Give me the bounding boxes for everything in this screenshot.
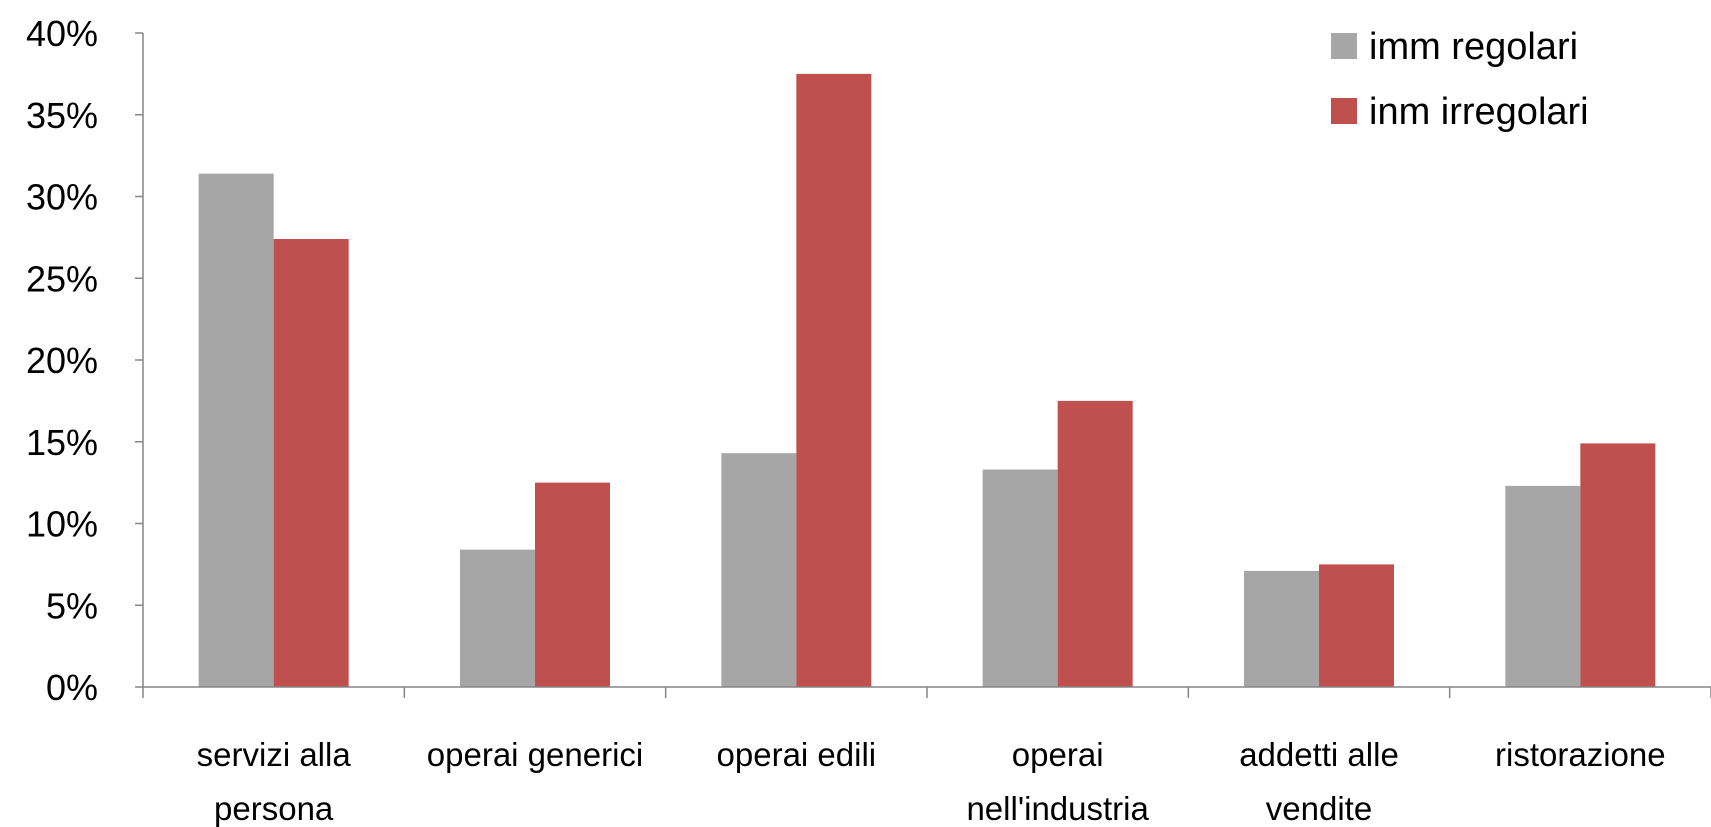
y-tick-label: 0%	[46, 667, 98, 708]
x-category-label: nell'industria	[966, 790, 1149, 827]
y-tick-label: 5%	[46, 585, 98, 626]
bar-imm-regolari-0	[198, 173, 274, 688]
bar-inm-irregolari-2	[796, 73, 872, 687]
x-category-label: operai generici	[427, 736, 643, 773]
axes-layer	[135, 32, 1711, 698]
x-category-labels: servizi alla persona operai generici operai…	[197, 736, 1666, 827]
y-tick-label: 40%	[26, 13, 98, 54]
legend-label: inm irregolari	[1369, 91, 1589, 133]
bar-inm-irregolari-5	[1580, 443, 1656, 687]
x-category-label: servizi alla	[197, 736, 352, 773]
y-tick-labels: 0% 5% 10% 15% 20% 25% 30% 35% 40%	[26, 13, 98, 708]
bar-imm-regolari-3	[982, 469, 1058, 687]
x-category-label: persona	[214, 790, 334, 827]
x-category-label: vendite	[1266, 790, 1372, 827]
x-category-label: operai edili	[717, 736, 877, 773]
legend-label: imm regolari	[1369, 26, 1578, 68]
y-tick-label: 10%	[26, 504, 98, 545]
y-tick-label: 25%	[26, 258, 98, 299]
bar-inm-irregolari-0	[273, 239, 349, 687]
y-tick-label: 35%	[26, 95, 98, 136]
bar-imm-regolari-4	[1244, 570, 1319, 687]
bar-inm-irregolari-4	[1319, 564, 1394, 687]
y-tick-label: 30%	[26, 177, 98, 218]
bar-inm-irregolari-1	[535, 482, 610, 687]
bar-imm-regolari-1	[460, 549, 535, 687]
y-tick-label: 15%	[26, 422, 98, 463]
legend-swatch	[1331, 33, 1357, 59]
bars-layer	[198, 73, 1656, 688]
legend: imm regolari inm irregolari	[1331, 26, 1589, 133]
bar-inm-irregolari-3	[1057, 400, 1133, 687]
legend-swatch	[1331, 98, 1357, 124]
y-tick-label: 20%	[26, 340, 98, 381]
bar-imm-regolari-5	[1505, 485, 1581, 687]
x-category-label: ristorazione	[1495, 736, 1666, 773]
x-category-label: operai	[1012, 736, 1104, 773]
bar-imm-regolari-2	[721, 453, 797, 687]
x-category-label: addetti alle	[1239, 736, 1399, 773]
